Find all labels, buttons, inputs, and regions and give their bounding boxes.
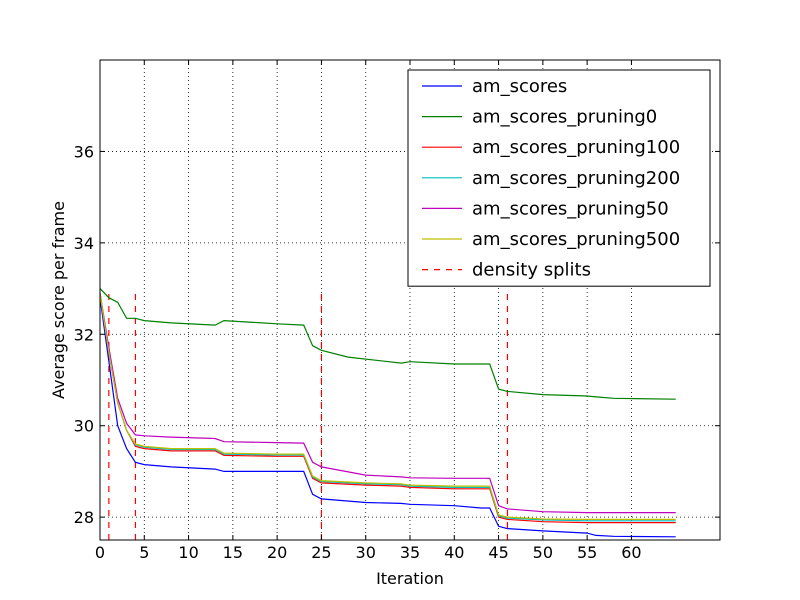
y-tick-label: 30 xyxy=(74,417,94,436)
series-line-am-scores xyxy=(99,297,676,538)
axis-ticks: 0 5 10 15 20 25 30 35 40 45 50 55 60 28 30 32 34 36 xyxy=(74,60,720,562)
series-line-am-scores-pruning100 xyxy=(99,293,676,524)
x-tick-label: 20 xyxy=(267,543,287,562)
x-tick-label: 45 xyxy=(488,543,508,562)
y-axis-label: Average score per frame xyxy=(49,201,68,399)
x-tick-label: 15 xyxy=(223,543,243,562)
legend-entry-label: am_scores_pruning50 xyxy=(472,198,669,219)
x-tick-label: 10 xyxy=(178,543,198,562)
y-tick-label: 34 xyxy=(74,234,94,253)
y-tick-label: 36 xyxy=(74,142,94,161)
x-tick-label: 40 xyxy=(444,543,464,562)
legend-entry-label: am_scores_pruning500 xyxy=(472,229,680,250)
legend-entry-label: am_scores_pruning100 xyxy=(472,137,680,158)
legend-entry-label: density splits xyxy=(472,260,591,281)
x-tick-label: 55 xyxy=(577,543,597,562)
legend: am_scores am_scores_pruning0 am_scores_pru… xyxy=(407,69,711,287)
series-line-am-scores-pruning500 xyxy=(99,293,676,521)
series-line-am-scores-pruning50 xyxy=(99,293,676,514)
x-tick-label: 60 xyxy=(621,543,641,562)
series-line-am-scores-pruning200 xyxy=(99,293,676,522)
x-axis-label: Iteration xyxy=(376,569,444,588)
legend-entry-label: am_scores_pruning200 xyxy=(472,168,680,189)
x-tick-label: 0 xyxy=(95,543,105,562)
x-tick-label: 30 xyxy=(356,543,376,562)
y-tick-label: 28 xyxy=(74,508,94,527)
y-tick-label: 32 xyxy=(74,325,94,344)
x-tick-label: 50 xyxy=(533,543,553,562)
x-tick-label: 25 xyxy=(311,543,331,562)
legend-entry-label: am_scores_pruning0 xyxy=(472,107,657,128)
series-line-am-scores-pruning0 xyxy=(99,288,676,400)
x-tick-label: 35 xyxy=(400,543,420,562)
density-split-lines xyxy=(108,288,509,540)
series-lines xyxy=(99,288,676,538)
x-tick-label: 5 xyxy=(139,543,149,562)
legend-entry-label: am_scores xyxy=(472,76,567,97)
